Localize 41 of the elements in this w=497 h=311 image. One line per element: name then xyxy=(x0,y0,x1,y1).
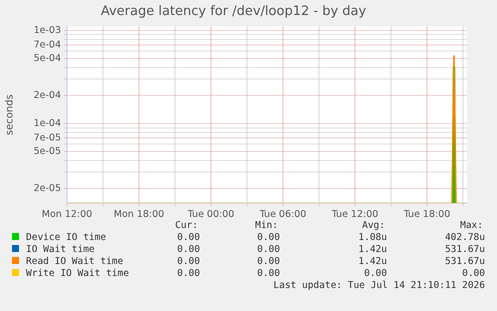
legend-label: IO Wait time xyxy=(25,244,95,255)
y-tick-label: 1e-03 xyxy=(34,24,61,36)
y-tick-label: 5e-04 xyxy=(34,52,61,64)
legend-label: Read IO Wait time xyxy=(25,256,124,267)
y-tick-label: 2e-05 xyxy=(34,183,61,194)
text: Cur: xyxy=(175,220,198,231)
text: 0.00 xyxy=(257,268,280,279)
text: 402.78u xyxy=(444,232,485,243)
x-tick-label: Tue 06:00 xyxy=(258,209,306,220)
x-tick-label: Tue 12:00 xyxy=(330,209,378,220)
text: 0.00 xyxy=(257,256,280,267)
text: 531.67u xyxy=(444,244,485,255)
text: 1.08u xyxy=(358,232,387,243)
x-tick-label: Tue 18:00 xyxy=(402,209,450,220)
text: Max: xyxy=(460,220,483,231)
y-tick-label: 7e-05 xyxy=(34,132,61,144)
y-tick-label: 1e-04 xyxy=(34,118,61,129)
y-tick-label: 2e-04 xyxy=(34,90,61,101)
text: Last update: Tue Jul 14 21:10:11 2026 xyxy=(273,280,485,291)
x-tick-label: Tue 00:00 xyxy=(186,209,234,220)
text: 0.00 xyxy=(257,244,280,255)
text: 1.42u xyxy=(358,256,387,267)
chart-title: Average latency for /dev/loop12 - by day xyxy=(100,4,366,20)
legend-label: Write IO Wait time xyxy=(25,268,129,279)
text: 0.00 xyxy=(177,244,200,255)
y-tick-label: 5e-05 xyxy=(34,146,61,158)
text: 0.00 xyxy=(177,268,200,279)
text: 0.00 xyxy=(462,268,485,279)
text: 0.00 xyxy=(177,256,200,267)
x-tick-label: Mon 18:00 xyxy=(114,209,164,220)
text: 0.00 xyxy=(257,232,280,243)
y-axis-title: seconds xyxy=(4,94,16,136)
y-tick-label: 7e-04 xyxy=(34,39,61,50)
text: 531.67u xyxy=(444,256,485,267)
x-tick-label: Mon 12:00 xyxy=(42,209,92,220)
text: Avg: xyxy=(362,220,385,231)
text: 0.00 xyxy=(364,268,387,279)
text: Min: xyxy=(255,220,278,231)
text: 1.42u xyxy=(358,244,387,255)
legend-label: Device IO time xyxy=(25,232,106,243)
text: 0.00 xyxy=(177,232,200,243)
